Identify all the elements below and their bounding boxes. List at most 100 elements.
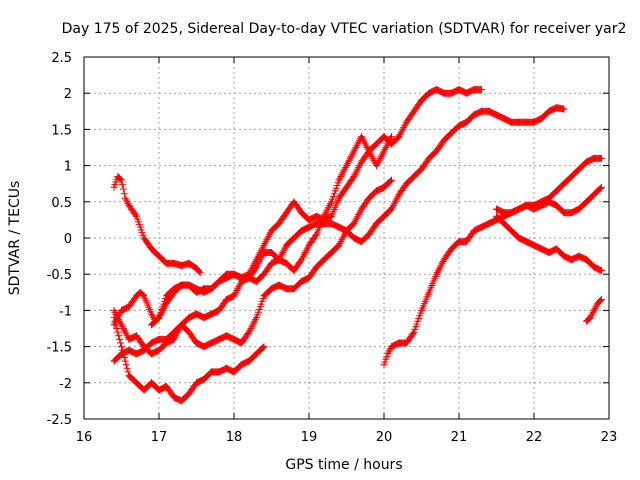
data-point	[598, 296, 605, 304]
data-point	[335, 241, 343, 249]
data-point	[114, 328, 122, 336]
data-point	[249, 321, 257, 329]
data-point	[355, 211, 363, 218]
data-point	[386, 346, 394, 354]
data-point	[589, 308, 597, 316]
data-point	[598, 154, 605, 162]
data-point	[378, 151, 386, 159]
data-point	[266, 230, 274, 238]
data-point	[255, 250, 263, 258]
data-point	[336, 174, 344, 182]
data-point	[298, 256, 305, 264]
data-point	[123, 198, 131, 206]
y-tick-label: 1.5	[51, 123, 72, 138]
data-point	[396, 131, 404, 139]
data-point	[118, 176, 125, 184]
data-point	[368, 153, 376, 161]
data-point	[277, 252, 285, 260]
data-point	[256, 249, 264, 256]
data-point	[379, 149, 387, 157]
data-point	[264, 234, 272, 242]
data-point	[234, 285, 242, 293]
series-4	[110, 133, 395, 358]
data-point	[173, 330, 181, 338]
data-point	[400, 124, 408, 132]
data-point	[395, 133, 403, 141]
data-point	[340, 167, 348, 175]
data-point	[374, 158, 382, 166]
data-point	[382, 144, 390, 151]
data-point	[325, 203, 333, 211]
data-point	[121, 357, 129, 365]
data-point	[437, 261, 445, 269]
data-point	[258, 245, 266, 253]
x-tick-label: 17	[151, 430, 168, 445]
y-tick-label: 2.5	[51, 51, 72, 66]
x-axis-label: GPS time / hours	[285, 457, 402, 473]
data-point	[253, 256, 260, 264]
data-point	[351, 218, 359, 226]
data-point	[123, 364, 131, 372]
data-point	[115, 312, 123, 320]
y-axis-label: SDTVAR / TECUs	[7, 181, 23, 296]
data-point	[361, 140, 369, 148]
data-point	[354, 165, 362, 173]
data-point	[280, 247, 288, 255]
data-point	[392, 196, 400, 204]
x-tick-label: 23	[601, 430, 618, 445]
data-point	[175, 326, 183, 334]
data-point	[369, 154, 377, 162]
ticks	[83, 56, 610, 420]
data-point	[433, 268, 441, 276]
data-point	[121, 194, 129, 202]
data-point	[393, 194, 401, 202]
data-point	[297, 257, 305, 265]
data-point	[385, 348, 393, 356]
x-tick-label: 22	[526, 430, 543, 445]
x-tick-label: 20	[376, 430, 393, 445]
data-point	[251, 259, 259, 267]
data-point	[170, 335, 178, 343]
data-point	[380, 147, 388, 155]
data-point	[592, 303, 600, 311]
data-point	[260, 241, 268, 249]
data-point	[335, 176, 343, 184]
series-6	[148, 86, 485, 329]
data-point	[260, 343, 268, 351]
data-point	[279, 249, 287, 256]
data-point	[342, 163, 350, 171]
data-point	[398, 127, 406, 135]
data-point	[245, 328, 253, 336]
data-points	[110, 86, 605, 405]
data-point	[124, 200, 132, 208]
data-point	[343, 160, 351, 168]
data-point	[388, 133, 395, 141]
data-point	[357, 160, 365, 168]
data-point	[148, 312, 156, 320]
data-point	[250, 319, 258, 327]
data-point	[343, 162, 350, 170]
data-point	[590, 306, 598, 314]
data-point	[155, 314, 163, 322]
data-point	[338, 171, 346, 179]
data-point	[247, 267, 255, 275]
data-point	[327, 200, 335, 208]
data-point	[278, 250, 286, 258]
data-point	[110, 321, 118, 329]
data-point	[116, 335, 124, 343]
data-point	[299, 252, 307, 260]
data-point	[158, 308, 166, 316]
data-point	[118, 321, 125, 329]
data-point	[298, 254, 306, 262]
data-point	[252, 258, 260, 265]
x-tick-label: 16	[76, 430, 93, 445]
data-point	[263, 236, 271, 244]
data-point	[262, 238, 270, 246]
data-point	[401, 122, 409, 130]
y-tick-label: -1	[59, 304, 72, 319]
data-point	[587, 312, 595, 320]
data-point	[345, 156, 353, 164]
data-point	[340, 232, 348, 240]
data-point	[387, 177, 395, 185]
data-point	[390, 200, 398, 208]
